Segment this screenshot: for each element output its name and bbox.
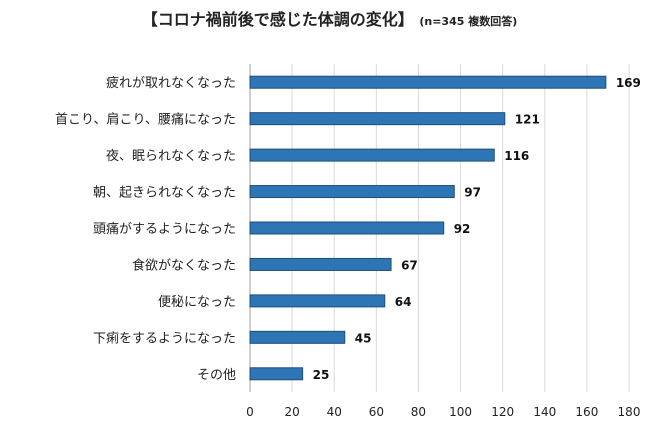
value-labels: 169 121 116 97 92 67 64 45 25 [313,76,641,382]
bar [249,148,495,162]
bar [249,221,445,235]
data-label: 116 [504,149,529,163]
data-label: 121 [515,113,540,127]
bar [249,330,346,344]
bar [249,367,304,381]
data-label: 25 [313,368,330,382]
category-label: 下痢をするようになった [93,330,236,346]
x-tick-label: 60 [369,405,384,419]
x-tick-label: 120 [491,405,514,419]
category-label: 夜、眠られなくなった [106,149,236,164]
category-label: 疲れが取れなくなった [106,75,236,91]
category-label: 便秘になった [158,295,236,310]
bar [249,257,392,271]
x-tick-label: 140 [533,405,556,419]
chart-title-main: 【コロナ禍前後で感じた体調の変化】 [141,10,414,29]
data-label: 67 [401,258,418,272]
x-tick-label: 100 [449,405,472,419]
x-tick-label: 20 [284,405,299,419]
category-label: その他 [197,368,236,383]
data-label: 45 [355,331,372,345]
data-label: 64 [395,295,412,309]
bar [249,185,455,199]
x-tick-label: 0 [246,405,254,419]
bar [249,75,607,89]
x-tick-label: 40 [327,405,342,419]
category-label: 朝、起きられなくなった [93,186,236,201]
x-axis-ticks: 0 20 40 60 80 100 120 140 160 180 [246,405,640,419]
category-label: 頭痛がするようになった [93,221,236,237]
x-tick-label: 160 [575,405,598,419]
chart-title: 【コロナ禍前後で感じた体調の変化】 (n=345 複数回答) [0,10,659,32]
bar [249,294,386,308]
category-labels: 疲れが取れなくなった首こり、肩こり、腰痛になった夜、眠られなくなった朝、起きられ… [55,75,236,383]
bar [249,112,506,126]
data-label: 169 [616,76,641,90]
x-tick-label: 80 [411,405,426,419]
data-label: 92 [454,222,471,236]
category-label: 食欲がなくなった [132,257,236,273]
category-label: 首こり、肩こり、腰痛になった [55,112,236,128]
bars [249,75,607,381]
data-label: 97 [464,186,481,200]
chart-subtitle: (n=345 複数回答) [419,15,518,28]
x-tick-label: 180 [618,405,641,419]
